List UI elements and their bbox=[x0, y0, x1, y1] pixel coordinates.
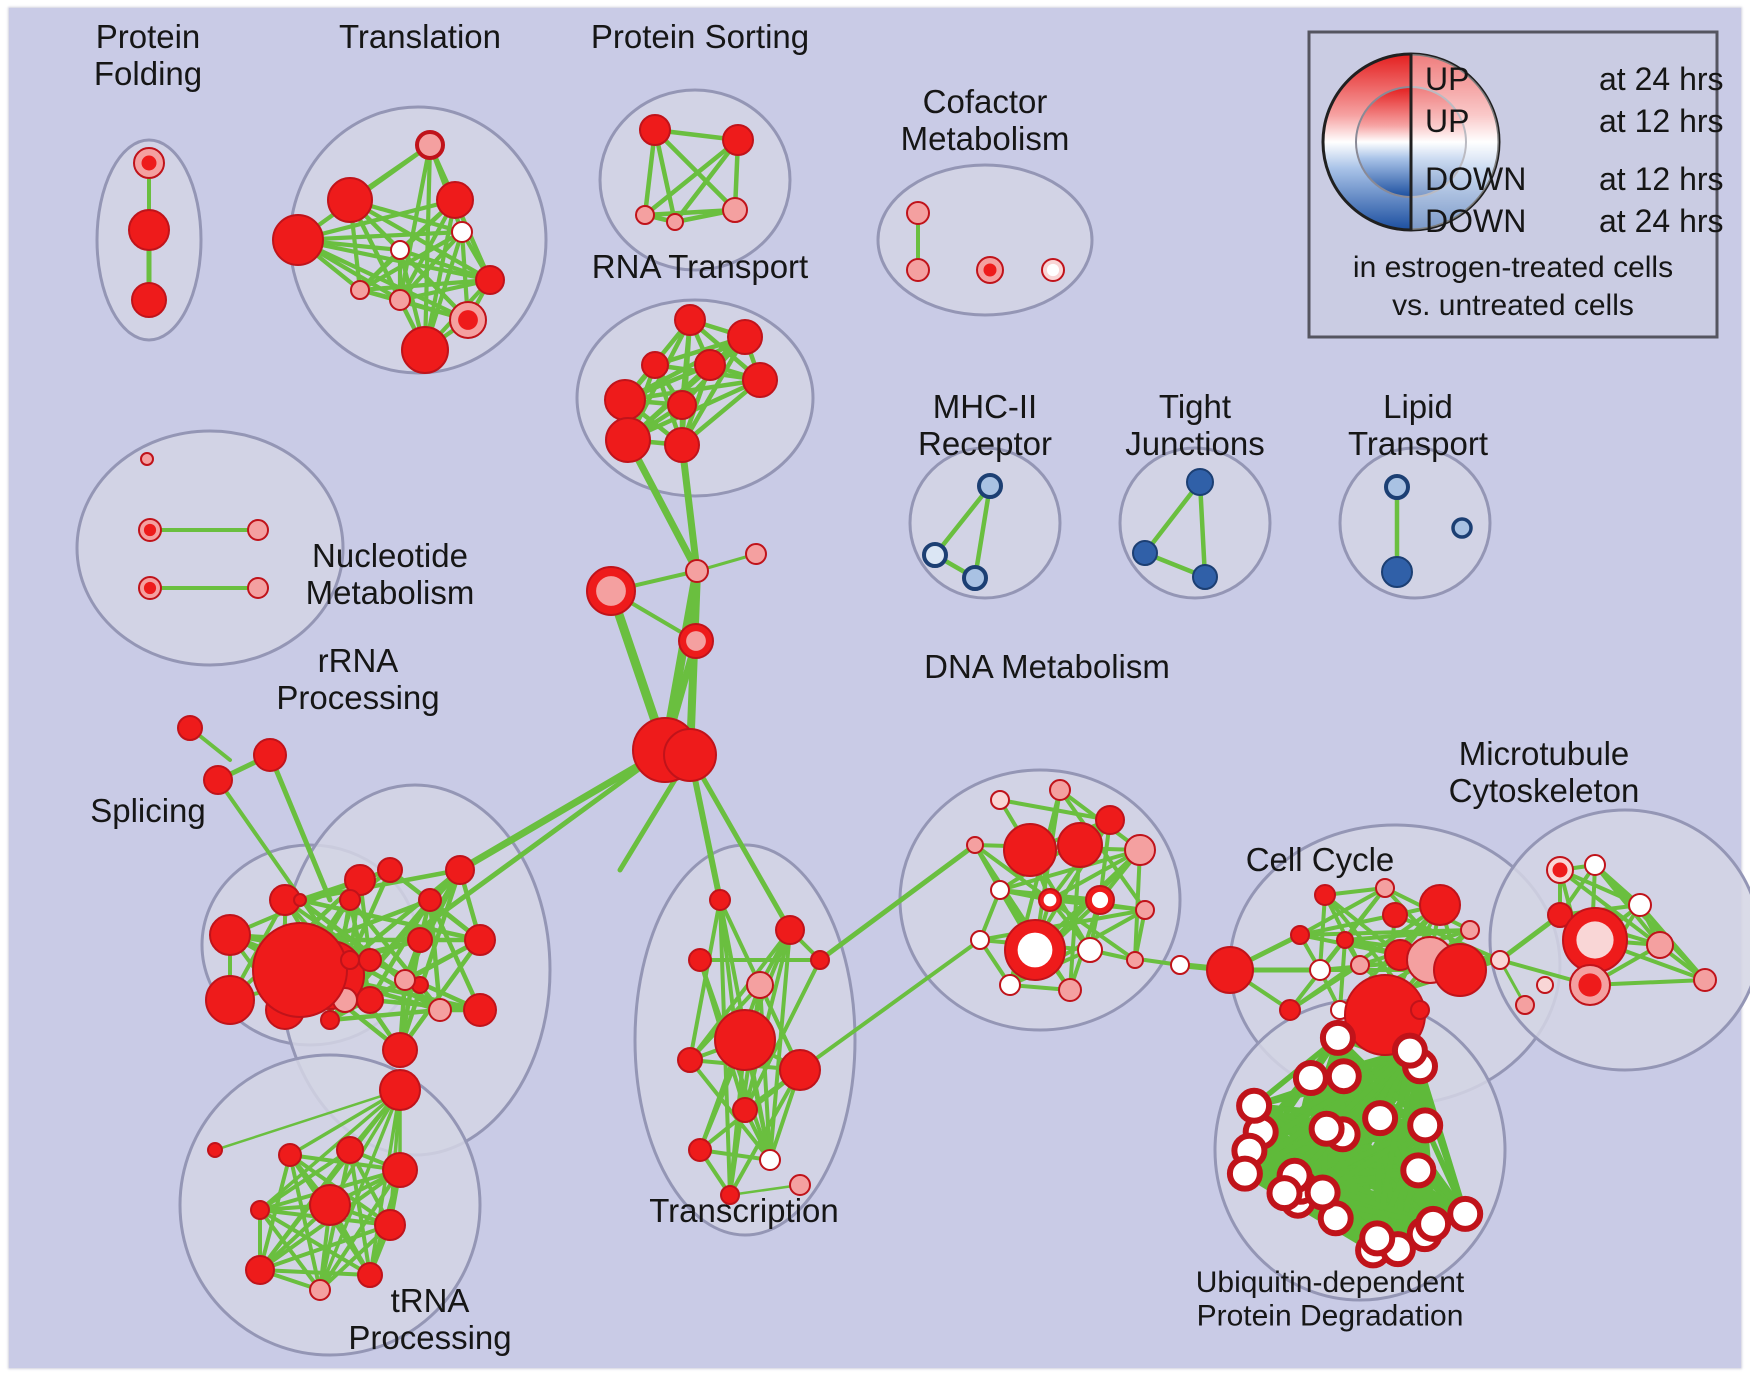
svg-text:vs. untreated cells: vs. untreated cells bbox=[1392, 289, 1634, 322]
svg-text:at 24 hrs: at 24 hrs bbox=[1599, 203, 1724, 239]
svg-text:RNA Transport: RNA Transport bbox=[592, 248, 808, 285]
svg-text:DOWN: DOWN bbox=[1425, 161, 1526, 197]
svg-text:in estrogen-treated cells: in estrogen-treated cells bbox=[1353, 251, 1673, 284]
svg-text:Transcription: Transcription bbox=[649, 1192, 839, 1229]
svg-text:at 12 hrs: at 12 hrs bbox=[1599, 161, 1724, 197]
svg-text:at 12 hrs: at 12 hrs bbox=[1599, 103, 1724, 139]
svg-text:Cell Cycle: Cell Cycle bbox=[1246, 841, 1395, 878]
svg-text:at 24 hrs: at 24 hrs bbox=[1599, 61, 1724, 97]
svg-text:Translation: Translation bbox=[339, 18, 501, 55]
svg-text:DOWN: DOWN bbox=[1425, 203, 1526, 239]
svg-text:DNA Metabolism: DNA Metabolism bbox=[924, 648, 1170, 685]
svg-text:UP: UP bbox=[1425, 103, 1469, 139]
svg-text:Protein Sorting: Protein Sorting bbox=[591, 18, 809, 55]
svg-text:Splicing: Splicing bbox=[90, 792, 206, 829]
svg-text:UP: UP bbox=[1425, 61, 1469, 97]
